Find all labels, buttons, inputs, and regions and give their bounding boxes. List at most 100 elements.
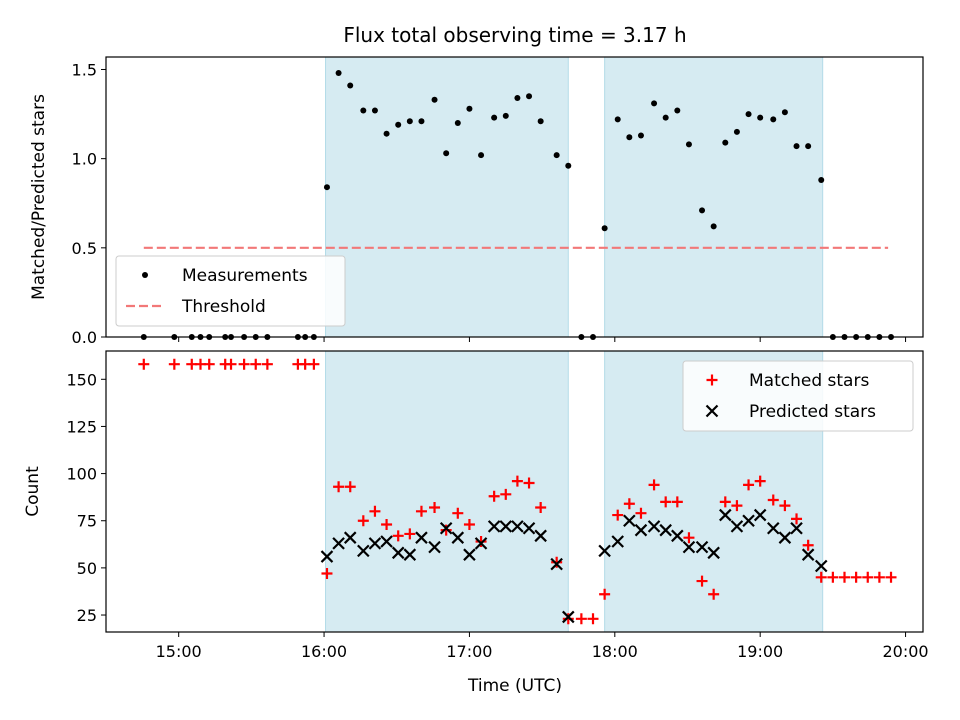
data-point: [526, 93, 533, 100]
data-point: [550, 557, 563, 571]
y-tick-label: 0.5: [72, 239, 97, 258]
data-point: [392, 530, 404, 542]
data-point: [320, 550, 334, 563]
data-point: [791, 513, 803, 525]
data-point: [802, 539, 814, 551]
legend-box: [115, 255, 346, 327]
data-point: [635, 507, 647, 519]
data-point: [474, 537, 488, 550]
data-point: [733, 128, 740, 135]
y-tick-label: 25: [77, 606, 97, 625]
data-point: [138, 358, 150, 370]
data-point: [440, 524, 452, 536]
data-point: [743, 479, 755, 491]
data-point: [767, 494, 779, 506]
data-point: [443, 150, 450, 157]
data-point: [502, 112, 509, 119]
legend-label: Threshold: [181, 297, 266, 317]
data-point: [371, 107, 378, 114]
y-axis-label: Matched/Predicted stars: [29, 94, 49, 300]
data-point: [439, 521, 453, 535]
observing-interval-band: [325, 56, 569, 338]
axes-frame: [105, 56, 924, 338]
data-point: [708, 588, 720, 600]
data-point: [659, 523, 672, 537]
data-point: [682, 540, 696, 554]
data-point: [710, 223, 717, 230]
data-point: [321, 568, 333, 580]
data-point: [683, 532, 695, 544]
data-point: [671, 529, 684, 543]
x-tick-label: 17:00: [446, 642, 492, 661]
data-point: [779, 500, 791, 512]
data-point: [781, 109, 788, 116]
data-point: [685, 141, 692, 148]
data-point: [770, 116, 777, 123]
data-point: [551, 556, 563, 568]
data-point: [637, 132, 644, 139]
legend-swatch: [705, 404, 719, 418]
data-point: [511, 475, 523, 487]
data-point: [415, 531, 428, 544]
data-point: [696, 575, 708, 587]
data-point: [885, 571, 897, 583]
data-point: [742, 514, 755, 528]
data-point: [553, 152, 560, 159]
data-point: [778, 531, 792, 544]
data-point: [475, 535, 487, 547]
data-point: [499, 520, 513, 533]
data-point: [451, 531, 465, 544]
data-point: [873, 571, 885, 583]
x-tick-label: 19:00: [737, 642, 783, 661]
data-point: [333, 481, 345, 493]
data-point: [623, 498, 635, 510]
data-point: [357, 544, 370, 558]
data-point: [357, 515, 369, 527]
data-point: [308, 358, 320, 370]
data-point: [168, 358, 180, 370]
data-point: [648, 479, 660, 491]
data-point: [238, 358, 250, 370]
legend-swatch: [706, 374, 718, 386]
data-point: [383, 130, 390, 137]
data-point: [523, 477, 535, 489]
chart-title: Flux total observing time = 3.17 h: [343, 23, 686, 47]
y-tick-label: 1.0: [72, 150, 97, 169]
data-point: [478, 152, 485, 159]
data-point: [463, 519, 475, 531]
data-point: [454, 119, 461, 126]
legend-entry-matched-stars: Matched stars: [706, 371, 869, 391]
data-point: [599, 588, 611, 600]
data-point: [369, 505, 381, 517]
data-point: [428, 540, 441, 554]
data-point: [343, 531, 357, 544]
legend: Measurements Threshold: [115, 255, 346, 327]
data-point: [323, 184, 330, 191]
data-point: [598, 544, 611, 558]
y-axis-label: Count: [23, 466, 43, 517]
data-point: [722, 139, 729, 146]
data-point: [488, 490, 500, 502]
data-point: [757, 114, 764, 121]
legend-label: Measurements: [182, 266, 308, 286]
data-point: [753, 508, 767, 522]
data-point: [575, 613, 587, 625]
data-point: [535, 502, 547, 514]
data-point: [203, 358, 215, 370]
data-point: [719, 508, 732, 522]
data-point: [745, 111, 752, 118]
data-point: [730, 520, 744, 533]
data-point: [662, 114, 669, 121]
data-point: [611, 535, 624, 548]
data-point: [360, 107, 367, 114]
data-point: [487, 520, 501, 533]
data-point: [818, 177, 825, 184]
data-point: [381, 519, 393, 531]
data-point: [647, 520, 661, 533]
data-point: [391, 546, 405, 560]
data-point: [368, 537, 382, 550]
data-point: [429, 502, 441, 514]
data-point: [537, 118, 544, 125]
data-point: [565, 162, 572, 169]
data-point: [463, 548, 476, 561]
